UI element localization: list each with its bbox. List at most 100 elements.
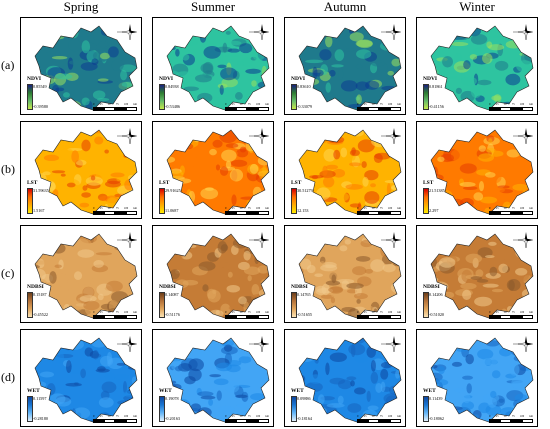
legend-color-bar [27, 292, 33, 318]
scale-label: 0 [93, 311, 95, 314]
scale-label: 50 [239, 415, 243, 418]
region-map [298, 337, 402, 423]
scale-label: 75 [511, 207, 515, 210]
legend: NDBSI 0.15187 -0.45522 [27, 284, 67, 322]
compass-rose-icon [249, 232, 269, 248]
scale-label: 25 [363, 103, 367, 106]
row-label: (a) [1, 58, 15, 72]
legend-title: LST [27, 180, 38, 186]
compass-rose-icon [117, 232, 137, 248]
compass-rose-icon [513, 336, 533, 352]
scale-label: 50 [371, 103, 375, 106]
legend: LST 30.51279 12.153 [291, 180, 331, 218]
scale-label: 50 [239, 103, 243, 106]
map-panel-ndbsi-spring: NDBSI 0.15187 -0.45522 0 25 50 75 100 km [20, 225, 142, 323]
scale-unit: km [133, 311, 137, 314]
legend-min-value: -0.18164 [297, 416, 313, 421]
legend: NDBSI 0.14765 -0.51655 [291, 284, 331, 322]
region-map [430, 129, 534, 215]
scale-unit: km [133, 103, 137, 106]
scale-label: 0 [225, 103, 227, 106]
scale-bar: 0 25 50 75 100 km [225, 415, 269, 424]
scale-label: 25 [495, 415, 499, 418]
scale-label: 100 [123, 311, 129, 314]
legend-color-bar [159, 84, 165, 110]
legend: WET 0.19078 -0.20163 [159, 388, 199, 426]
compass-rose-icon [513, 128, 533, 144]
map-panel-ndvi-autumn: NDVI 0.83610 -0.33079 0 25 50 75 100 km [284, 17, 406, 115]
map-panel-wet-autumn: WET 0.09886 -0.18164 0 25 50 75 100 km [284, 329, 406, 427]
region-map [34, 25, 138, 111]
scale-label: 100 [519, 207, 525, 210]
legend: NDVI 0.83610 -0.33079 [291, 76, 331, 114]
legend-min-value: -0.18062 [429, 416, 445, 421]
map-panel-ndvi-spring: NDVI 0.85549 -0.39580 0 25 50 75 100 km [20, 17, 142, 115]
legend: NDVI 0.84938 -0.53486 [159, 76, 199, 114]
compass-rose-icon [117, 128, 137, 144]
legend-color-bar [159, 292, 165, 318]
region-map [298, 25, 402, 111]
scale-label: 100 [519, 103, 525, 106]
legend-color-bar [27, 188, 33, 214]
scale-unit: km [133, 415, 137, 418]
legend-min-value: -0.41156 [429, 104, 444, 109]
scale-label: 25 [99, 311, 103, 314]
scale-unit: km [397, 207, 401, 210]
scale-unit: km [265, 103, 269, 106]
scale-label: 0 [357, 103, 359, 106]
legend: NDVI 0.85549 -0.39580 [27, 76, 67, 114]
map-panel-wet-summer: WET 0.19078 -0.20163 0 25 50 75 100 km [152, 329, 274, 427]
map-panel-ndvi-winter: NDVI 0.81861 -0.41156 0 25 50 75 100 km [416, 17, 538, 115]
legend-title: NDVI [423, 76, 438, 82]
region-map [166, 233, 270, 319]
legend-color-bar [423, 84, 429, 110]
scale-label: 0 [93, 415, 95, 418]
scale-bar: 0 25 50 75 100 km [93, 415, 137, 424]
scale-label: 75 [115, 311, 119, 314]
legend-title: WET [291, 388, 304, 394]
legend-title: NDBSI [291, 284, 308, 290]
map-panel-lst-autumn: LST 30.51279 12.153 0 25 50 75 100 km [284, 121, 406, 219]
scale-label: 75 [115, 103, 119, 106]
scale-label: 0 [357, 311, 359, 314]
scale-label: 100 [255, 207, 261, 210]
legend: NDVI 0.81861 -0.41156 [423, 76, 463, 114]
compass-rose-icon [513, 24, 533, 40]
scale-label: 0 [225, 311, 227, 314]
scale-label: 50 [503, 415, 507, 418]
scale-label: 75 [247, 207, 251, 210]
scale-unit: km [529, 415, 533, 418]
scale-unit: km [265, 311, 269, 314]
scale-label: 25 [231, 311, 235, 314]
scale-label: 75 [247, 103, 251, 106]
legend-max-value: 0.19078 [165, 396, 179, 401]
scale-label: 75 [247, 311, 251, 314]
column-header-autumn: Autumn [323, 0, 367, 14]
legend: LST 21.51385 2.297 [423, 180, 463, 218]
scale-label: 100 [123, 103, 129, 106]
scale-label: 25 [495, 207, 499, 210]
region-map [34, 233, 138, 319]
legend-min-value: -0.28180 [33, 416, 49, 421]
compass-rose-icon [117, 24, 137, 40]
region-map [166, 337, 270, 423]
legend-max-value: 0.11597 [33, 396, 47, 401]
scale-unit: km [529, 207, 533, 210]
legend-color-bar [291, 396, 297, 422]
column-header-spring: Spring [63, 0, 99, 14]
compass-rose-icon [381, 24, 401, 40]
compass-rose-icon [381, 336, 401, 352]
scale-bar: 0 25 50 75 100 km [225, 103, 269, 112]
legend-title: NDBSI [423, 284, 440, 290]
scale-label: 100 [255, 103, 261, 106]
legend-max-value: 0.11439 [429, 396, 443, 401]
scale-bar: 0 25 50 75 100 km [93, 207, 137, 216]
scale-bar: 0 25 50 75 100 km [489, 103, 533, 112]
legend-color-bar [423, 292, 429, 318]
region-map [430, 233, 534, 319]
scale-label: 0 [93, 103, 95, 106]
row-label: (d) [1, 370, 15, 384]
scale-bar: 0 25 50 75 100 km [489, 415, 533, 424]
legend-title: WET [159, 388, 172, 394]
scale-label: 25 [231, 207, 235, 210]
